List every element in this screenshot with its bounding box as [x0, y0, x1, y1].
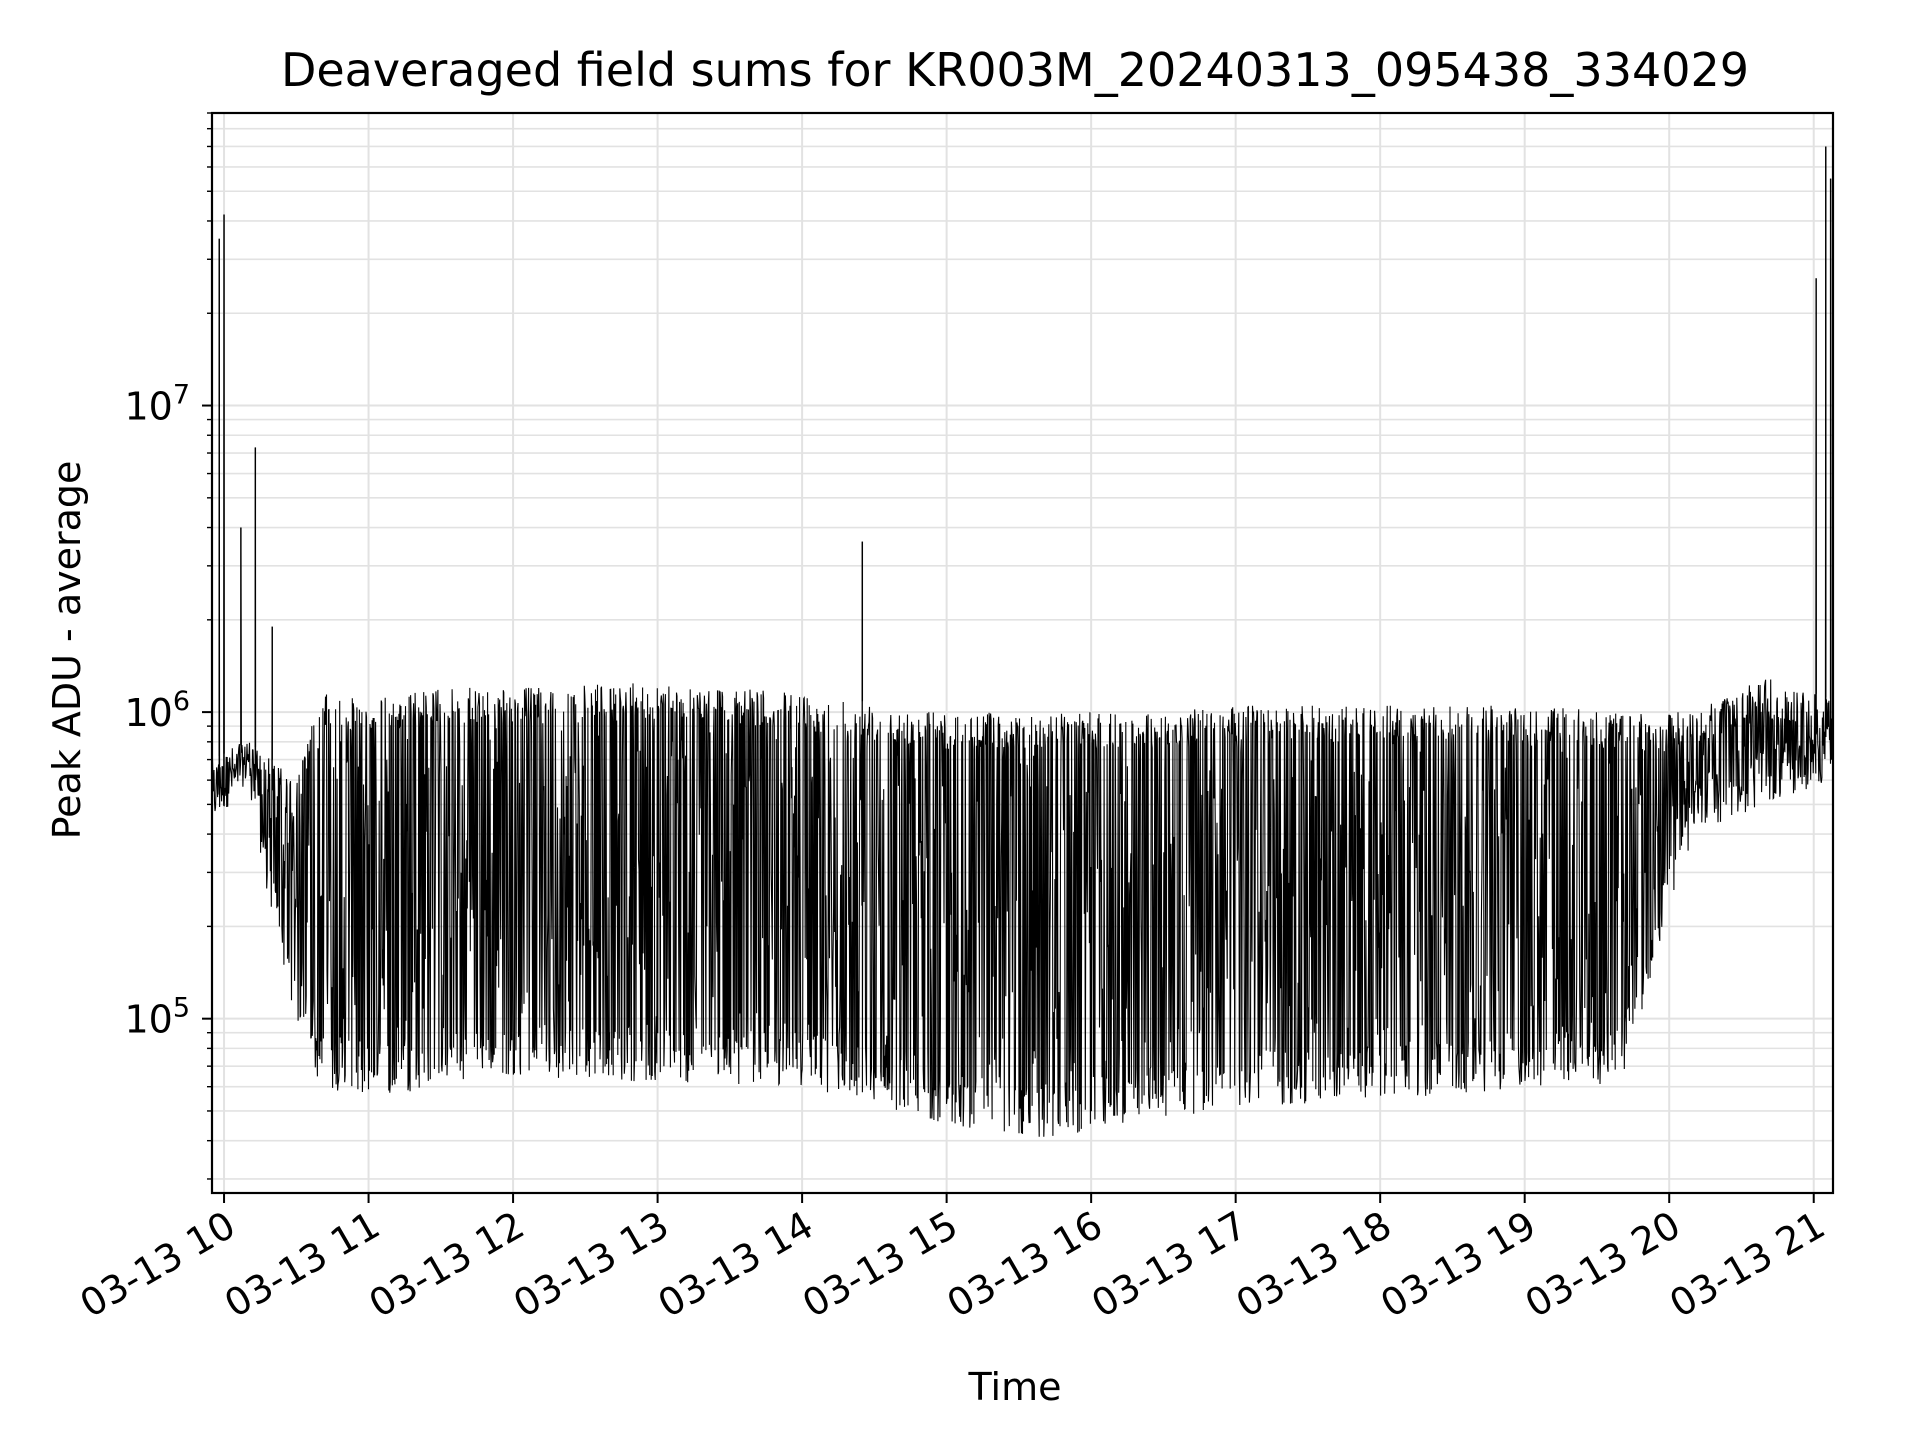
y-axis-label: Peak ADU - average — [45, 461, 89, 840]
series-line — [211, 146, 1834, 1137]
y-tick-label: 105 — [124, 993, 190, 1042]
plot-frame — [210, 111, 1835, 1195]
x-axis-label: Time — [968, 1365, 1062, 1409]
data-series — [211, 146, 1834, 1137]
chart-title: Deaveraged field sums for KR003M_2024031… — [281, 43, 1749, 97]
y-tick-label: 107 — [124, 380, 190, 429]
y-tick-label: 106 — [124, 686, 190, 735]
